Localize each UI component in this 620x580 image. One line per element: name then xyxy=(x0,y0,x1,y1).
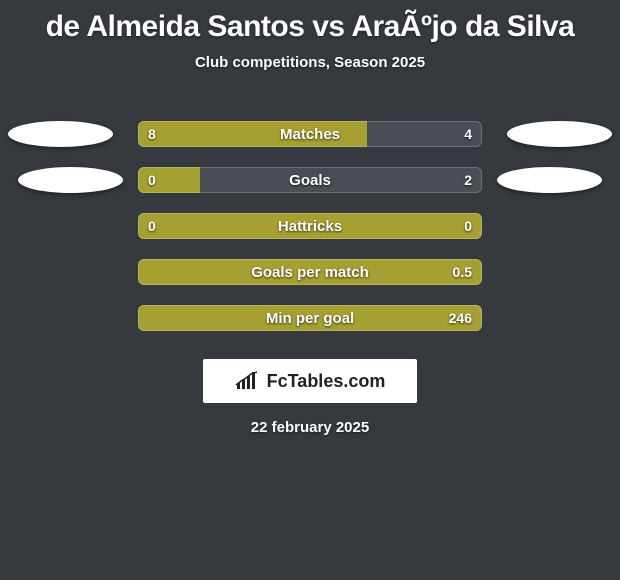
player-oval-right xyxy=(497,167,602,193)
bar-segment-right xyxy=(200,167,482,193)
date-label: 22 february 2025 xyxy=(251,419,369,436)
stat-row: 0.5Goals per match xyxy=(0,249,620,295)
stat-row: 00Hattricks xyxy=(0,203,620,249)
stat-value-right: 4 xyxy=(464,121,472,147)
stat-bar: 02Goals xyxy=(138,167,482,193)
bar-chart-icon xyxy=(235,371,261,391)
subtitle: Club competitions, Season 2025 xyxy=(0,54,620,71)
bar-segment-left xyxy=(138,305,482,331)
stat-row: 02Goals xyxy=(0,157,620,203)
player-oval-right xyxy=(507,121,612,147)
stat-bar: 0.5Goals per match xyxy=(138,259,482,285)
stat-value-right: 246 xyxy=(449,305,472,331)
bar-segment-left xyxy=(138,121,367,147)
footer: FcTables.com 22 february 2025 xyxy=(0,359,620,436)
page-title: de Almeida Santos vs AraÃºjo da Silva xyxy=(0,0,620,44)
stat-row: 246Min per goal xyxy=(0,295,620,341)
stat-bar: 00Hattricks xyxy=(138,213,482,239)
stat-bar: 246Min per goal xyxy=(138,305,482,331)
player-oval-left xyxy=(8,121,113,147)
stat-bar: 84Matches xyxy=(138,121,482,147)
player-oval-left xyxy=(18,167,123,193)
bar-segment-left xyxy=(138,259,482,285)
stat-value-left: 8 xyxy=(148,121,156,147)
logo-text: FcTables.com xyxy=(267,371,386,392)
fctables-logo: FcTables.com xyxy=(203,359,417,403)
stat-value-left: 0 xyxy=(148,213,156,239)
stat-value-left: 0 xyxy=(148,167,156,193)
stats-container: 84Matches02Goals00Hattricks0.5Goals per … xyxy=(0,111,620,341)
bar-segment-left xyxy=(138,213,482,239)
stat-value-right: 2 xyxy=(464,167,472,193)
stat-value-right: 0.5 xyxy=(453,259,472,285)
stat-row: 84Matches xyxy=(0,111,620,157)
stat-value-right: 0 xyxy=(464,213,472,239)
